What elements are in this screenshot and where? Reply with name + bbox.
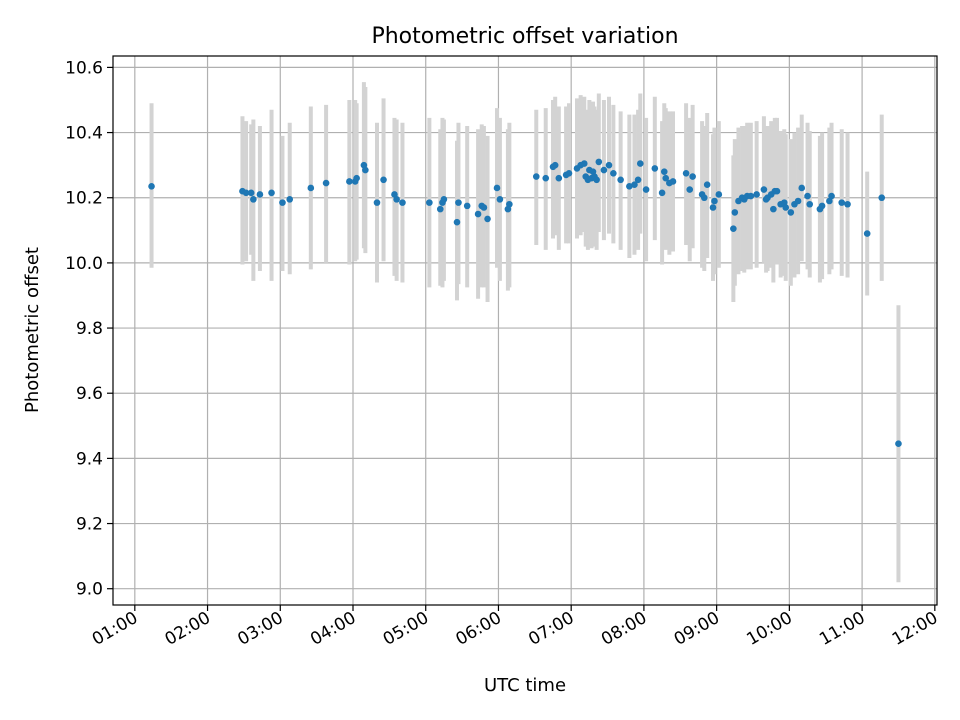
data-point	[863, 230, 871, 237]
data-point	[307, 184, 315, 192]
data-point	[700, 194, 708, 202]
y-tick-label: 10.0	[65, 254, 103, 274]
y-tick-label: 10.4	[65, 124, 103, 144]
data-point	[322, 179, 330, 187]
data-point	[669, 178, 677, 185]
data-point	[844, 200, 851, 208]
data-point	[600, 166, 608, 174]
data-point	[828, 192, 835, 200]
y-axis-label: Photometric offset	[22, 247, 43, 413]
data-point	[806, 200, 814, 208]
data-point	[279, 199, 286, 206]
y-tick-label: 9.6	[76, 384, 103, 404]
data-point	[474, 210, 482, 218]
data-point	[426, 199, 433, 206]
x-axis-label: UTC time	[484, 675, 566, 696]
data-point	[148, 183, 155, 190]
data-point	[682, 169, 690, 177]
data-point	[593, 176, 600, 184]
data-point	[436, 205, 444, 213]
data-point	[711, 197, 718, 205]
data-point	[651, 165, 659, 172]
data-point	[496, 196, 504, 203]
y-tick-label: 10.6	[65, 58, 103, 78]
data-point	[895, 440, 902, 448]
data-point	[636, 160, 644, 167]
data-point	[782, 204, 790, 211]
data-point	[689, 173, 696, 180]
data-point	[642, 186, 650, 193]
data-point	[760, 186, 768, 193]
data-point	[595, 158, 603, 166]
data-point	[605, 161, 613, 169]
data-point	[878, 194, 886, 202]
data-point	[480, 204, 488, 211]
data-point	[380, 176, 387, 184]
data-point	[506, 200, 513, 208]
data-point	[532, 173, 540, 180]
chart-title: Photometric offset variation	[371, 24, 678, 49]
data-point	[686, 186, 694, 193]
data-point	[715, 191, 723, 198]
data-points	[148, 158, 902, 448]
data-point	[493, 184, 501, 192]
data-point	[818, 202, 826, 210]
data-point	[662, 174, 670, 182]
data-point	[250, 196, 257, 203]
data-point	[362, 166, 369, 174]
data-point	[773, 187, 781, 195]
data-point	[455, 199, 462, 206]
data-point	[770, 205, 777, 213]
data-point	[634, 176, 642, 184]
data-point	[787, 209, 795, 216]
data-point	[247, 189, 255, 197]
data-point	[393, 196, 400, 203]
data-point	[256, 191, 264, 198]
data-point	[399, 199, 406, 206]
data-point	[610, 169, 617, 177]
data-point	[453, 218, 461, 226]
data-point	[703, 181, 711, 188]
data-point	[709, 204, 717, 211]
data-point	[658, 189, 666, 197]
data-point	[286, 196, 294, 203]
data-point	[346, 178, 353, 185]
y-axis: 9.0 9.2 9.4 9.6 9.8 10.0 10.2 10.4 10.6	[65, 58, 113, 600]
data-point	[484, 215, 491, 223]
data-point	[626, 183, 633, 190]
data-point	[730, 225, 737, 232]
y-tick-label: 9.2	[76, 515, 103, 535]
y-tick-label: 9.4	[76, 449, 103, 469]
data-point	[463, 202, 471, 210]
y-tick-label: 10.2	[65, 189, 103, 209]
data-point	[268, 189, 275, 197]
data-point	[804, 192, 811, 200]
y-tick-label: 9.8	[76, 319, 103, 339]
data-point	[551, 161, 559, 169]
data-point	[542, 174, 550, 182]
data-point	[440, 196, 448, 203]
data-point	[838, 199, 846, 206]
data-point	[565, 169, 573, 177]
data-point	[631, 181, 638, 188]
data-point	[373, 199, 381, 206]
data-point	[555, 174, 563, 182]
plot-frame	[112, 55, 938, 606]
data-point	[353, 174, 360, 182]
data-point	[731, 209, 739, 216]
data-point	[242, 189, 250, 197]
data-point	[580, 160, 588, 167]
y-tick-label: 9.0	[76, 580, 103, 600]
data-point	[753, 191, 760, 198]
data-point	[617, 176, 624, 184]
data-point	[794, 197, 802, 205]
data-point	[798, 184, 806, 192]
data-point	[747, 192, 755, 200]
data-point	[660, 168, 668, 175]
